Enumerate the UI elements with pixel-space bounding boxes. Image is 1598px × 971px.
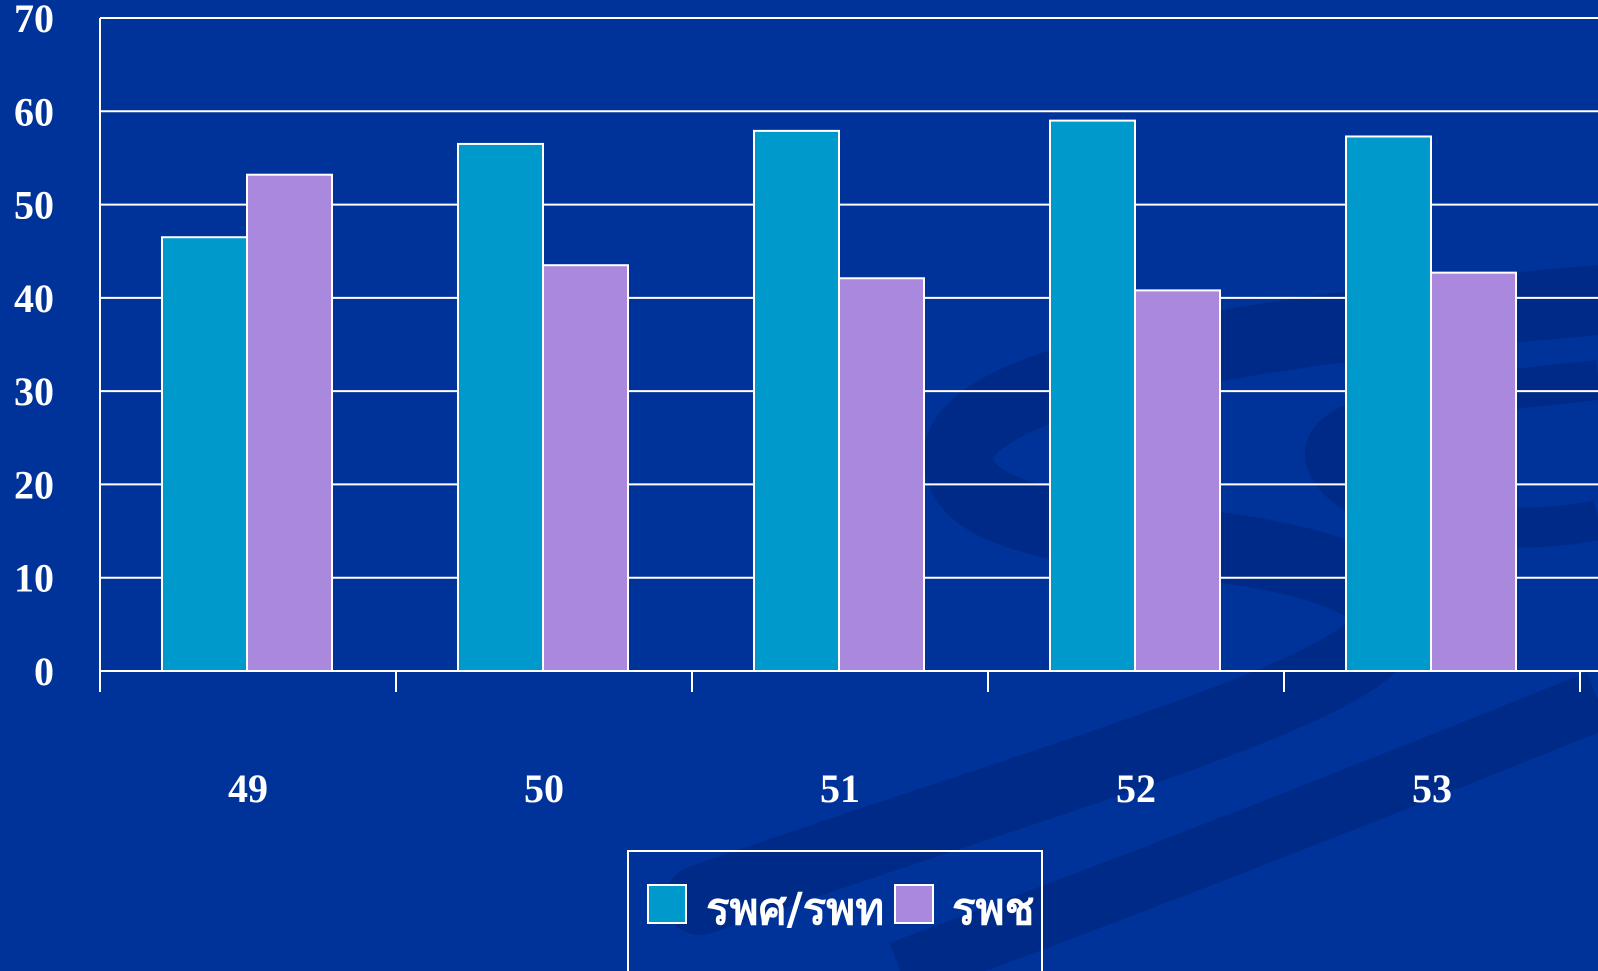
bar-1-53 <box>1345 135 1432 673</box>
x-tick-label-49: 49 <box>228 766 268 811</box>
bar-1-49 <box>161 236 248 672</box>
bar-1-51 <box>753 129 840 672</box>
bar-2-50 <box>542 264 629 672</box>
labels-layer: 0 10 20 30 40 50 60 70 49 50 51 52 53 <box>14 0 1452 811</box>
y-tick-label-20: 20 <box>14 462 54 507</box>
legend-swatch-1 <box>647 884 687 924</box>
y-tick-label-50: 50 <box>14 183 54 228</box>
bar-1-50 <box>457 142 544 672</box>
bar-2-49 <box>246 173 333 672</box>
x-tick-label-51: 51 <box>820 766 860 811</box>
y-tick-label-10: 10 <box>14 556 54 601</box>
y-tick-label-30: 30 <box>14 369 54 414</box>
legend-swatch-2 <box>894 884 934 924</box>
bar-2-51 <box>838 277 925 672</box>
x-tick-label-50: 50 <box>524 766 564 811</box>
bar-1-52 <box>1049 119 1136 673</box>
legend-box <box>627 850 1043 971</box>
x-tick-label-53: 53 <box>1412 766 1452 811</box>
bar-2-52 <box>1134 289 1221 672</box>
y-tick-label-60: 60 <box>14 89 54 134</box>
legend-label-2: รพช <box>952 884 1035 935</box>
bars-layer <box>161 119 1517 673</box>
legend-label-1: รพศ/รพท <box>706 884 884 935</box>
y-tick-label-40: 40 <box>14 276 54 321</box>
axis-layer <box>99 18 1598 692</box>
y-tick-label-70: 70 <box>14 0 54 41</box>
bar-2-53 <box>1430 271 1517 672</box>
y-tick-label-0: 0 <box>34 649 54 694</box>
legend: รพศ/รพท รพช <box>627 850 1043 971</box>
x-tick-label-52: 52 <box>1116 766 1156 811</box>
